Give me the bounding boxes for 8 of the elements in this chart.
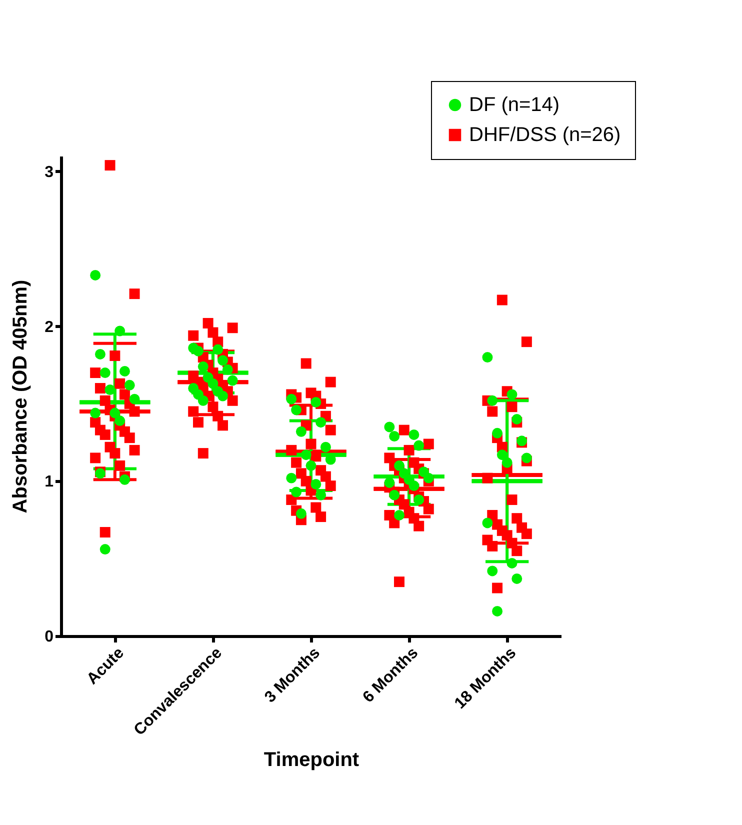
x-axis-title: Timepoint: [264, 749, 360, 772]
legend-label: DHF/DSS (n=26): [469, 124, 621, 146]
y-tick-label: 0: [44, 628, 54, 646]
legend-label: DF (n=14): [469, 94, 560, 116]
y-tick-label: 1: [44, 474, 54, 491]
y-tick-label: 2: [44, 318, 54, 336]
y-tick-label: 3: [44, 164, 54, 181]
y-axis-title: Absorbance (OD 405nm): [10, 280, 32, 514]
